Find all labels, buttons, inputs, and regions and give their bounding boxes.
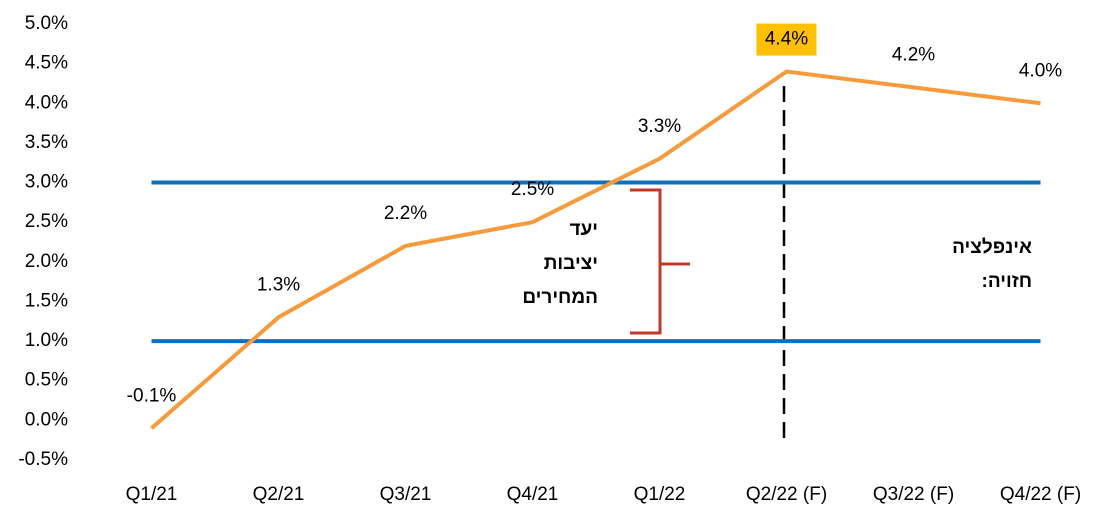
data-label: 4.4% bbox=[765, 29, 808, 50]
y-tick-label: 1.0% bbox=[25, 330, 68, 351]
data-label: 3.3% bbox=[638, 116, 681, 137]
y-tick-label: 4.0% bbox=[25, 92, 68, 113]
x-tick-label: Q1/22 bbox=[634, 484, 686, 505]
x-tick-label: Q1/21 bbox=[126, 484, 178, 505]
x-tick-label: Q3/21 bbox=[380, 484, 432, 505]
annotation: אינפלציה bbox=[952, 237, 1032, 258]
x-tick-label: Q2/21 bbox=[253, 484, 305, 505]
y-tick-label: 5.0% bbox=[25, 13, 68, 34]
x-tick-label: Q4/21 bbox=[507, 484, 559, 505]
annotation: יציבות bbox=[544, 253, 598, 274]
y-tick-label: 0.5% bbox=[25, 370, 68, 391]
y-tick-label: 3.5% bbox=[25, 132, 68, 153]
data-label: 2.5% bbox=[511, 179, 554, 200]
data-label: 4.0% bbox=[1019, 60, 1062, 81]
data-label: -0.1% bbox=[127, 385, 177, 406]
bracket bbox=[630, 188, 690, 335]
y-tick-label: -0.5% bbox=[18, 449, 68, 470]
y-tick-label: 1.5% bbox=[25, 290, 68, 311]
data-label: 4.2% bbox=[892, 44, 935, 65]
x-tick-label: Q3/22 (F) bbox=[873, 484, 954, 505]
data-label: 1.3% bbox=[257, 274, 300, 295]
inflation-line bbox=[150, 69, 1041, 430]
y-tick-label: 2.0% bbox=[25, 251, 68, 272]
y-tick-label: 0.0% bbox=[25, 409, 68, 430]
y-tick-label: 2.5% bbox=[25, 211, 68, 232]
x-tick-label: Q2/22 (F) bbox=[746, 484, 827, 505]
annotation: המחירים bbox=[522, 287, 598, 308]
annotation: חזויה: bbox=[982, 271, 1033, 292]
highlight-box bbox=[756, 23, 817, 56]
y-tick-label: 3.0% bbox=[25, 172, 68, 193]
annotation: יעד bbox=[569, 219, 598, 240]
y-tick-label: 4.5% bbox=[25, 53, 68, 74]
data-label: 2.2% bbox=[384, 203, 427, 224]
x-tick-label: Q4/22 (F) bbox=[1000, 484, 1081, 505]
